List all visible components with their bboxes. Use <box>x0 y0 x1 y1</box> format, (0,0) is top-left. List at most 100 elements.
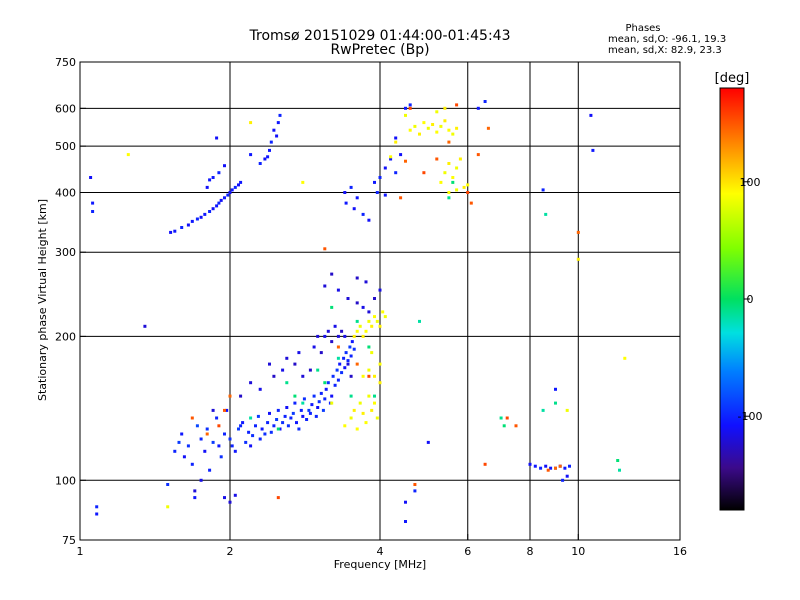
data-point <box>241 421 245 425</box>
data-point <box>247 430 251 434</box>
data-point <box>367 374 371 378</box>
data-point <box>541 408 545 412</box>
data-point <box>486 126 490 130</box>
data-point <box>228 500 232 504</box>
data-point <box>373 180 376 184</box>
data-point <box>205 185 209 189</box>
data-point <box>426 440 430 444</box>
data-point <box>483 462 487 466</box>
data-point <box>283 414 287 418</box>
data-point <box>349 416 353 420</box>
data-point <box>190 416 194 420</box>
colorbar-tick-label: -100 <box>738 410 763 423</box>
data-point <box>244 440 248 444</box>
data-point <box>195 424 199 428</box>
data-point <box>251 434 255 438</box>
data-point <box>373 394 376 398</box>
data-point <box>275 134 279 138</box>
data-point <box>89 176 93 179</box>
data-point <box>211 440 215 444</box>
phase-stats-heading: Phases <box>625 23 660 34</box>
data-point <box>483 100 487 103</box>
data-point <box>367 394 371 398</box>
data-point <box>350 340 354 344</box>
data-point <box>205 432 209 436</box>
data-point <box>193 496 197 500</box>
data-point <box>263 432 267 436</box>
data-point <box>193 489 197 493</box>
data-point <box>394 171 398 175</box>
data-point <box>208 468 212 472</box>
data-point <box>199 478 203 482</box>
data-point <box>301 414 305 418</box>
data-point <box>361 334 365 338</box>
data-point <box>237 183 240 187</box>
y-tick-label: 100 <box>55 474 76 487</box>
data-point <box>219 455 223 459</box>
data-point <box>476 153 480 157</box>
data-point <box>169 230 173 234</box>
data-point <box>301 374 305 378</box>
data-point <box>336 334 340 338</box>
data-point <box>166 483 170 486</box>
data-point <box>260 427 264 431</box>
data-point <box>367 319 371 323</box>
data-point <box>215 204 219 208</box>
data-point <box>302 397 306 401</box>
data-point <box>308 368 312 372</box>
data-point <box>404 113 407 117</box>
data-point <box>370 408 374 412</box>
colorbar-tick-label: 0 <box>747 293 754 306</box>
colorbar: [deg] 100 0 -100 <box>715 71 763 511</box>
data-point <box>249 416 253 420</box>
data-point <box>447 196 451 200</box>
data-point <box>443 171 447 175</box>
data-point <box>389 155 393 159</box>
data-point <box>344 351 348 355</box>
x-tick-label: 1 <box>77 545 84 558</box>
data-point <box>340 371 344 375</box>
data-point <box>404 159 407 163</box>
data-point <box>281 421 285 425</box>
data-point <box>349 354 353 358</box>
y-tick-label: 600 <box>55 102 76 115</box>
x-axis-label: Frequency [MHz] <box>334 558 426 571</box>
data-point <box>249 153 253 157</box>
data-point <box>378 288 382 292</box>
data-point <box>413 489 417 493</box>
data-point <box>367 368 371 372</box>
data-point <box>352 347 356 351</box>
data-point <box>591 148 595 152</box>
data-point <box>223 196 226 200</box>
data-point <box>301 180 305 184</box>
data-point <box>373 315 376 319</box>
data-point <box>263 157 267 161</box>
data-points <box>89 100 627 523</box>
data-point <box>378 362 382 366</box>
data-point <box>539 466 543 470</box>
colorbar-tick-label: 100 <box>740 176 761 189</box>
data-point <box>233 185 237 189</box>
data-point <box>323 397 327 401</box>
y-tick-label: 75 <box>62 534 76 547</box>
data-point <box>352 408 356 412</box>
data-point <box>361 411 365 415</box>
data-point <box>336 356 340 360</box>
data-point <box>297 351 301 355</box>
data-point <box>346 297 350 300</box>
data-point <box>326 329 330 333</box>
data-point <box>299 408 303 412</box>
data-point <box>565 474 569 478</box>
data-point <box>455 166 459 170</box>
data-point <box>326 381 330 385</box>
chart-subtitle: RwPretec (Bp) <box>330 42 429 58</box>
data-point <box>266 421 270 425</box>
data-point <box>217 424 221 428</box>
data-point <box>223 408 226 412</box>
data-point <box>346 362 350 366</box>
data-point <box>541 188 545 192</box>
data-point <box>330 394 334 398</box>
data-point <box>301 401 305 405</box>
y-tick-label: 300 <box>55 246 76 259</box>
data-point <box>215 416 219 420</box>
